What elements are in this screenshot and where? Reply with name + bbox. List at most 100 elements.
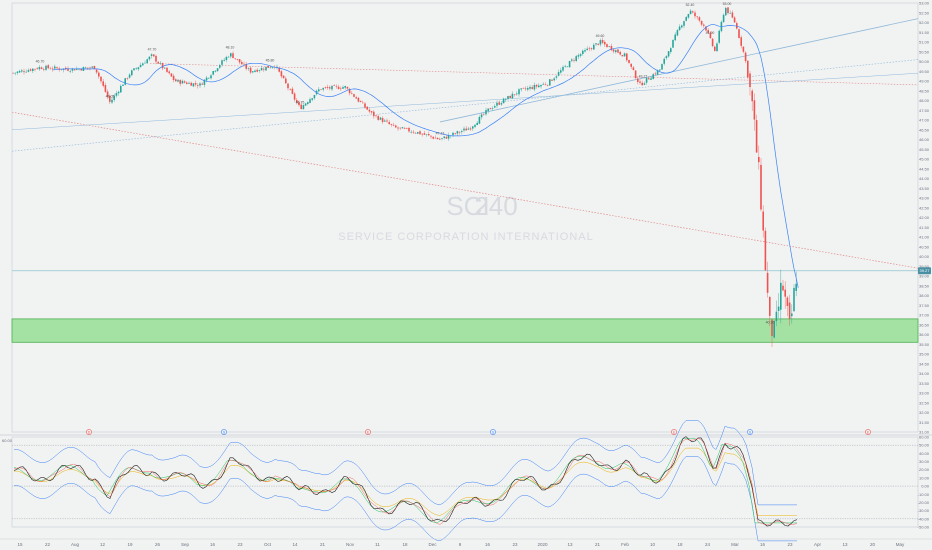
candle-body[interactable] [146, 59, 148, 64]
candle-body[interactable] [21, 70, 23, 72]
candle-body[interactable] [417, 132, 419, 134]
candle-body[interactable] [549, 79, 551, 86]
candle-body[interactable] [377, 116, 379, 120]
candle-body[interactable] [128, 74, 131, 78]
candle-body[interactable] [49, 68, 52, 70]
candle-body[interactable] [577, 55, 580, 57]
candle-body[interactable] [579, 54, 582, 56]
candle-body[interactable] [489, 108, 492, 110]
event-marker[interactable] [86, 429, 92, 435]
candle-body[interactable] [313, 94, 316, 99]
candle-body[interactable] [652, 74, 654, 79]
candle-body[interactable] [557, 72, 560, 76]
candle-body[interactable] [84, 67, 87, 69]
candle-body[interactable] [232, 53, 234, 59]
candle-body[interactable] [513, 94, 516, 95]
candle-body[interactable] [551, 79, 553, 81]
candle-body[interactable] [175, 79, 177, 82]
candle-body[interactable] [331, 85, 333, 90]
candle-body[interactable] [348, 88, 351, 94]
candle-body[interactable] [619, 51, 621, 55]
candle-body[interactable] [166, 67, 168, 72]
candle-body[interactable] [544, 84, 547, 86]
candle-body[interactable] [139, 64, 142, 68]
candle-body[interactable] [329, 87, 331, 89]
candle-body[interactable] [791, 313, 793, 317]
candle-body[interactable] [555, 76, 558, 78]
candle-body[interactable] [766, 272, 769, 293]
candle-body[interactable] [263, 68, 265, 70]
candle-body[interactable] [36, 68, 38, 70]
candle-body[interactable] [388, 122, 390, 125]
candle-body[interactable] [278, 67, 280, 72]
candle-body[interactable] [311, 98, 313, 100]
candle-body[interactable] [685, 17, 687, 21]
candle-body[interactable] [157, 61, 159, 64]
candle-body[interactable] [698, 17, 701, 21]
candle-body[interactable] [113, 95, 115, 100]
candle-body[interactable] [260, 67, 263, 71]
candle-body[interactable] [381, 117, 384, 122]
candle-body[interactable] [681, 25, 683, 28]
candle-body[interactable] [447, 135, 450, 139]
candle-body[interactable] [665, 56, 668, 59]
candle-body[interactable] [612, 49, 615, 52]
candle-body[interactable] [788, 302, 791, 319]
candle-body[interactable] [230, 53, 232, 57]
candle-body[interactable] [280, 71, 283, 77]
candle-body[interactable] [474, 124, 476, 127]
candle-body[interactable] [219, 65, 221, 68]
candle-body[interactable] [634, 70, 637, 79]
candle-body[interactable] [465, 128, 467, 131]
candle-body[interactable] [298, 102, 300, 106]
candle-body[interactable] [122, 84, 124, 86]
candle-body[interactable] [353, 94, 355, 97]
candle-body[interactable] [40, 67, 43, 70]
candle-body[interactable] [777, 306, 780, 311]
candle-body[interactable] [461, 131, 463, 132]
candle-body[interactable] [571, 59, 573, 61]
candle-body[interactable] [469, 128, 472, 130]
candle-body[interactable] [703, 24, 705, 26]
candle-body[interactable] [661, 64, 663, 70]
candle-body[interactable] [95, 69, 98, 73]
candle-body[interactable] [148, 56, 151, 60]
candle-body[interactable] [573, 60, 575, 61]
candle-body[interactable] [769, 296, 771, 316]
candle-body[interactable] [654, 73, 657, 75]
event-marker[interactable] [490, 429, 496, 435]
candle-body[interactable] [628, 59, 630, 63]
candle-body[interactable] [142, 63, 144, 66]
candle-body[interactable] [483, 113, 485, 115]
candle-body[interactable] [225, 56, 228, 61]
candle-body[interactable] [307, 102, 309, 105]
candle-body[interactable] [410, 131, 412, 133]
candle-body[interactable] [595, 43, 597, 45]
candle-body[interactable] [491, 108, 494, 109]
candle-body[interactable] [214, 70, 217, 72]
candle-body[interactable] [496, 102, 498, 106]
candle-body[interactable] [243, 63, 245, 65]
candle-body[interactable] [529, 86, 531, 89]
candle-body[interactable] [753, 100, 756, 120]
candle-body[interactable] [667, 51, 670, 57]
candle-body[interactable] [271, 67, 274, 68]
candle-body[interactable] [401, 127, 404, 129]
candle-body[interactable] [656, 70, 659, 75]
candle-body[interactable] [104, 85, 107, 92]
candle-body[interactable] [593, 44, 595, 50]
candle-body[interactable] [51, 68, 54, 70]
candle-body[interactable] [445, 136, 448, 139]
candle-body[interactable] [709, 32, 712, 39]
candle-body[interactable] [73, 69, 76, 71]
candle-body[interactable] [172, 75, 175, 80]
event-marker[interactable] [865, 429, 871, 435]
candle-body[interactable] [428, 134, 430, 136]
candle-body[interactable] [771, 319, 773, 336]
candle-body[interactable] [203, 79, 206, 85]
candle-body[interactable] [375, 115, 377, 117]
candle-body[interactable] [406, 127, 408, 129]
candle-body[interactable] [507, 96, 509, 99]
candle-body[interactable] [643, 83, 646, 85]
candle-body[interactable] [498, 102, 500, 105]
